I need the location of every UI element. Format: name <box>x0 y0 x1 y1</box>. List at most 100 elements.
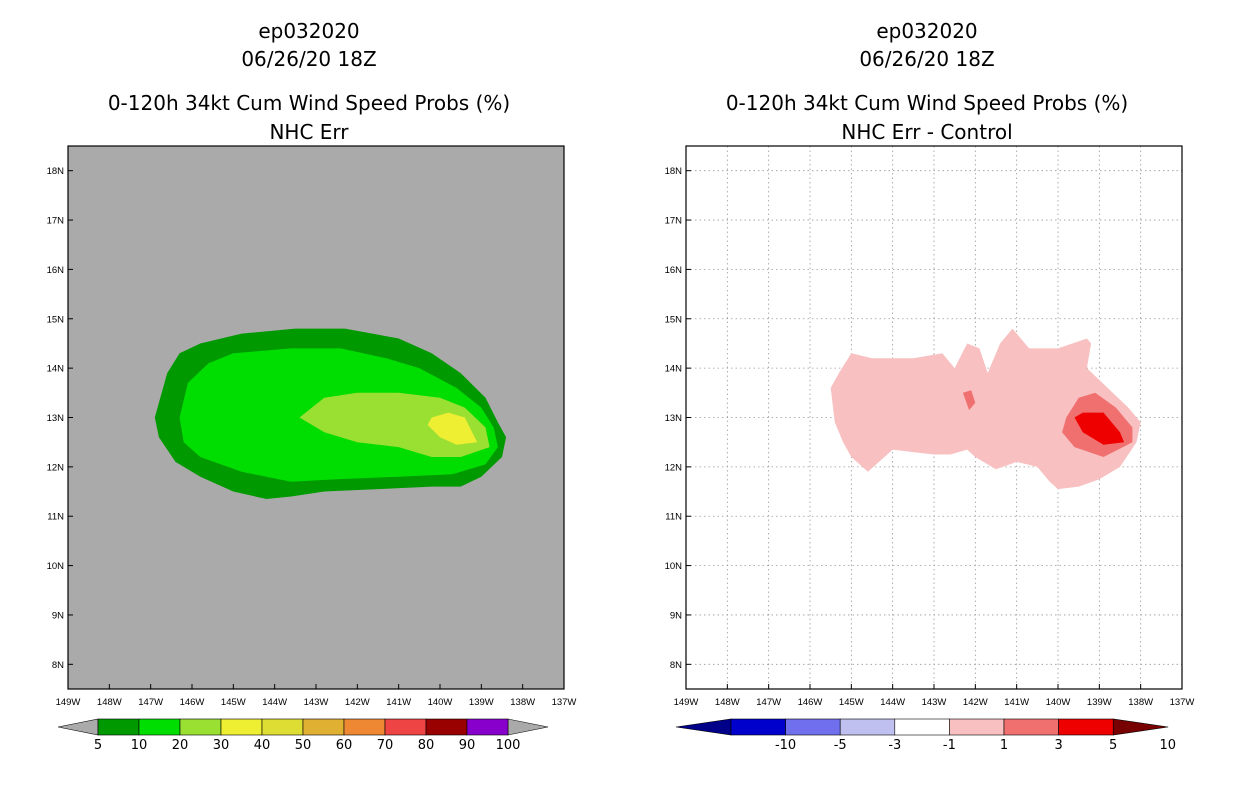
colorbar-label: -1 <box>943 738 956 753</box>
y-tick-label: 11N <box>47 512 64 523</box>
right-subtitle: NHC Err - Control <box>841 120 1012 144</box>
x-tick-label: 148W <box>715 697 740 708</box>
colorbar-swatch <box>839 718 896 736</box>
x-tick-label: 142W <box>963 697 988 708</box>
x-tick-label: 140W <box>428 697 453 708</box>
colorbar-swatch <box>1003 718 1059 736</box>
colorbar-label: 80 <box>418 738 435 753</box>
x-tick-label: 145W <box>839 697 864 708</box>
contour-level-5 <box>1074 412 1125 445</box>
y-tick-label: 18N <box>47 166 65 177</box>
right-axes: 149W 148W 147W 146W 145W 144W 143W 142W 141W 140W… <box>665 166 1195 708</box>
colorbar-swatch <box>302 718 345 736</box>
y-tick-label: 18N <box>665 166 683 177</box>
colorbar-label: -10 <box>775 738 796 753</box>
colorbar-label: 60 <box>336 738 353 753</box>
x-tick-label: 142W <box>345 697 370 708</box>
x-tick-label: 139W <box>1087 697 1112 708</box>
right-title: 0-120h 34kt Cum Wind Speed Probs (%) <box>726 91 1128 115</box>
colorbar-label: 90 <box>459 738 476 753</box>
colorbar-swatch <box>138 718 181 736</box>
y-tick-label: 17N <box>47 216 65 227</box>
y-tick-label: 14N <box>47 364 65 375</box>
contour-level-30 <box>427 412 478 445</box>
left-colorbar: 5 10 20 30 40 50 60 70 80 90 100 <box>57 718 549 753</box>
colorbar-label: 10 <box>1160 738 1177 753</box>
y-tick-label: 15N <box>47 314 65 325</box>
x-tick-label: 146W <box>180 697 205 708</box>
colorbar-low-triangle <box>57 718 99 736</box>
colorbar-low-triangle <box>675 718 732 736</box>
colorbar-swatch <box>1058 718 1114 736</box>
y-tick-label: 15N <box>665 314 683 325</box>
right-colorbar: -10 -5 -3 -1 1 3 5 10 <box>675 718 1177 753</box>
x-tick-label: 141W <box>1004 697 1029 708</box>
x-tick-label: 143W <box>922 697 947 708</box>
right-datetime: 06/26/20 18Z <box>859 47 994 71</box>
colorbar-swatch <box>97 718 140 736</box>
right-contours <box>830 328 1141 490</box>
y-tick-label: 11N <box>665 512 682 523</box>
colorbar-label: 1 <box>1000 738 1008 753</box>
colorbar-label: 3 <box>1054 738 1062 753</box>
x-tick-label: 144W <box>880 697 905 708</box>
x-tick-label: 147W <box>756 697 781 708</box>
colorbar-high-triangle <box>1112 718 1169 736</box>
colorbar-swatch <box>384 718 427 736</box>
colorbar-swatch <box>949 718 1005 736</box>
colorbar-swatch <box>466 718 509 736</box>
colorbar-label: 100 <box>496 738 521 753</box>
colorbar-label: 20 <box>172 738 189 753</box>
left-title: 0-120h 34kt Cum Wind Speed Probs (%) <box>108 91 510 115</box>
y-tick-label: 10N <box>665 561 683 572</box>
y-tick-label: 8N <box>52 660 64 671</box>
y-tick-label: 10N <box>47 561 65 572</box>
y-tick-label: 14N <box>665 364 683 375</box>
colorbar-high-triangle <box>507 718 549 736</box>
x-tick-label: 137W <box>552 697 577 708</box>
y-tick-label: 9N <box>670 610 682 621</box>
x-tick-label: 138W <box>1128 697 1153 708</box>
y-tick-label: 16N <box>665 265 683 276</box>
left-storm-id: ep032020 <box>258 19 359 43</box>
colorbar-swatch <box>785 718 841 736</box>
x-tick-label: 147W <box>138 697 163 708</box>
x-tick-label: 141W <box>386 697 411 708</box>
colorbar-label: 70 <box>377 738 394 753</box>
x-tick-label: 148W <box>97 697 122 708</box>
right-storm-id: ep032020 <box>876 19 977 43</box>
colorbar-label: 30 <box>213 738 230 753</box>
colorbar-label: 50 <box>295 738 312 753</box>
x-tick-label: 144W <box>262 697 287 708</box>
colorbar-swatch <box>179 718 222 736</box>
colorbar-swatch <box>261 718 304 736</box>
y-tick-label: 8N <box>670 660 682 671</box>
colorbar-label: 5 <box>94 738 102 753</box>
colorbar-label: -5 <box>834 738 847 753</box>
y-tick-label: 13N <box>47 413 65 424</box>
x-tick-label: 149W <box>674 697 699 708</box>
left-panel: ep032020 06/26/20 18Z 0-120h 34kt Cum Wi… <box>47 19 577 753</box>
colorbar-label: 5 <box>1109 738 1117 753</box>
x-tick-label: 137W <box>1170 697 1195 708</box>
y-tick-label: 9N <box>52 610 64 621</box>
y-tick-label: 12N <box>47 462 65 473</box>
colorbar-swatch <box>220 718 263 736</box>
colorbar-label: 10 <box>131 738 148 753</box>
x-tick-label: 149W <box>56 697 81 708</box>
left-axes: 149W 148W 147W 146W 145W 144W 143W 142W 141W 140W… <box>47 166 577 708</box>
colorbar-swatch <box>343 718 386 736</box>
y-tick-label: 13N <box>665 413 683 424</box>
colorbar-label: 40 <box>254 738 271 753</box>
contour-level-20 <box>299 392 490 457</box>
y-tick-label: 12N <box>665 462 683 473</box>
contour-level-3 <box>962 390 976 411</box>
x-tick-label: 143W <box>304 697 329 708</box>
x-tick-label: 145W <box>221 697 246 708</box>
x-tick-label: 138W <box>510 697 535 708</box>
x-tick-label: 146W <box>798 697 823 708</box>
colorbar-label: -3 <box>888 738 901 753</box>
left-subtitle: NHC Err <box>269 120 349 144</box>
y-tick-label: 16N <box>47 265 65 276</box>
